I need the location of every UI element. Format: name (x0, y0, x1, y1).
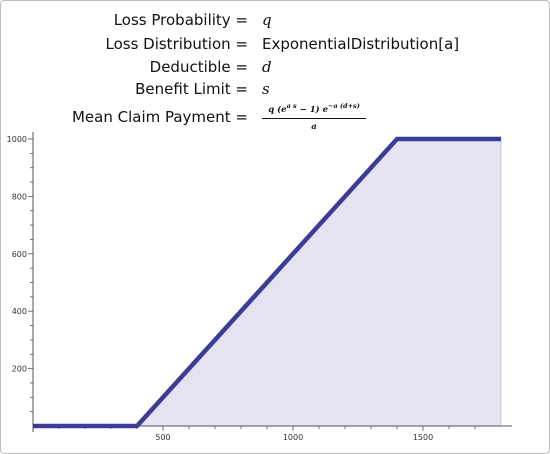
y-tick-label: 800 (12, 192, 27, 201)
formula-numerator: q (ea s − 1) e−a (d+s) (268, 102, 360, 115)
x-tick-label: 1000 (283, 433, 303, 442)
benefit-limit-row: Benefit Limit = s (0, 80, 550, 104)
deductible-row: Deductible = d (0, 58, 550, 82)
loss-distribution-row: Loss Distribution = ExponentialDistribut… (0, 35, 550, 59)
x-tick-label: 500 (155, 433, 170, 442)
loss-probability-row: Loss Probability = q (0, 11, 550, 35)
benefit-limit-label: Benefit Limit = (135, 80, 248, 98)
loss-distribution-value: ExponentialDistribution[a] (262, 35, 460, 53)
y-tick-label: 600 (12, 250, 27, 259)
y-tick-label: 1000 (7, 135, 27, 144)
formula-denominator: a (311, 121, 317, 132)
loss-probability-value: q (262, 11, 272, 29)
mean-claim-payment-label: Mean Claim Payment = (71, 108, 248, 126)
y-tick-label: 400 (12, 307, 27, 316)
loss-distribution-label: Loss Distribution = (105, 35, 248, 53)
deductible-label: Deductible = (149, 58, 248, 76)
fraction-bar (262, 117, 366, 119)
x-tick-label: 1500 (413, 433, 433, 442)
claim-payment-line (33, 136, 501, 429)
benefit-limit-value: s (262, 80, 270, 98)
loss-probability-label: Loss Probability = (113, 11, 248, 29)
deductible-value: d (262, 58, 272, 76)
mean-claim-payment-row: Mean Claim Payment = (0, 108, 550, 132)
mean-claim-payment-formula: q (ea s − 1) e−a (d+s) a (262, 100, 366, 132)
y-tick-label: 200 (12, 365, 27, 374)
